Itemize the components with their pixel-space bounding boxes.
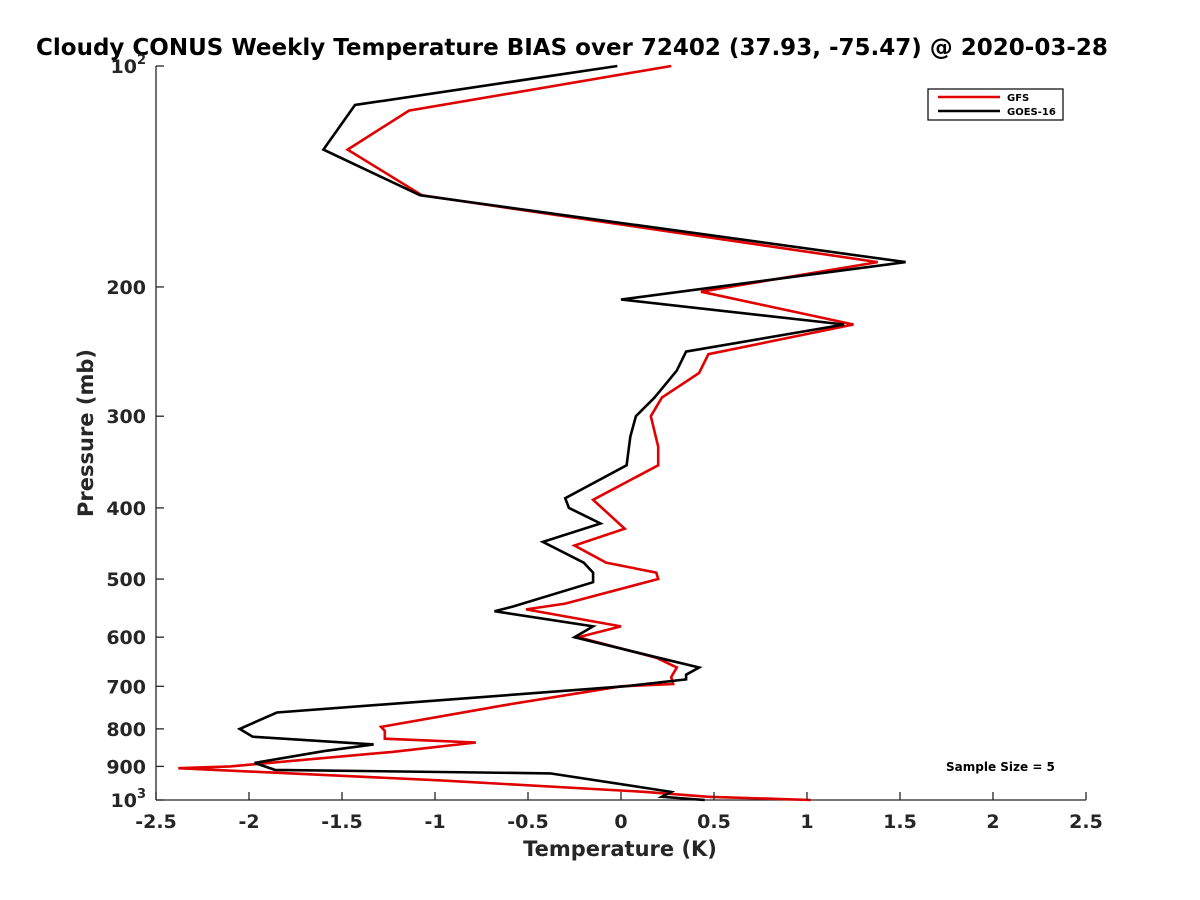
x-tick-label: -1.5 — [321, 811, 363, 833]
legend-label-gfs: GFS — [1007, 93, 1029, 104]
y-tick-label: 103 — [111, 787, 147, 812]
x-axis-ticks: -2.5 -2 -1.5 -1 -0.5 0 0.5 1 1.5 2 2.5 — [135, 792, 1103, 833]
series-line-goes-16 — [236, 64, 906, 802]
plot-area — [155, 64, 1086, 802]
x-tick-label: 1.5 — [883, 811, 917, 833]
x-tick-label: -0.5 — [507, 811, 549, 833]
y-tick-label: 400 — [106, 498, 146, 520]
x-tick-label: 0 — [614, 811, 627, 833]
legend: GFS GOES-16 — [927, 88, 1064, 121]
x-tick-label: -2 — [238, 811, 259, 833]
chart-title: Cloudy CONUS Weekly Temperature BIAS ove… — [36, 35, 1108, 61]
x-tick-label: 2.5 — [1069, 811, 1103, 833]
y-axis-ticks: 102 200 300 400 500 600 700 800 900 103 — [106, 53, 164, 812]
x-axis-label: Temperature (K) — [523, 837, 717, 861]
series-line-gfs — [178, 64, 878, 802]
x-tick-label: -1 — [424, 811, 445, 833]
x-tick-label: -2.5 — [135, 811, 177, 833]
y-tick-label: 900 — [106, 756, 146, 778]
y-tick-label: 700 — [106, 676, 146, 698]
x-tick-label: 1 — [800, 811, 813, 833]
legend-box — [927, 88, 1064, 121]
legend-label-goes16: GOES-16 — [1007, 107, 1056, 118]
x-tick-label: 2 — [986, 811, 999, 833]
y-tick-label: 200 — [106, 277, 146, 299]
y-tick-label: 102 — [111, 53, 147, 78]
y-tick-label: 600 — [106, 627, 146, 649]
y-axis-label: Pressure (mb) — [74, 349, 98, 517]
sample-size-annotation: Sample Size = 5 — [946, 760, 1055, 774]
y-tick-label: 500 — [106, 569, 146, 591]
y-tick-label: 300 — [106, 406, 146, 428]
y-tick-label: 800 — [106, 719, 146, 741]
x-tick-label: 0.5 — [697, 811, 731, 833]
